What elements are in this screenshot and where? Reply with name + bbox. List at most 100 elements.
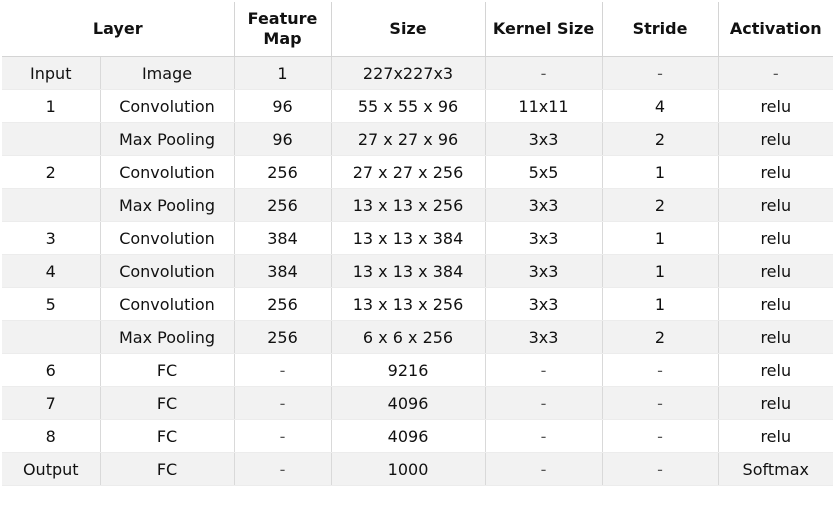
cell-kernel-size: 3x3: [484, 254, 603, 288]
cell-size: 6 x 6 x 256: [330, 320, 486, 354]
header-kernel-size-label: Kernel Size: [492, 19, 595, 38]
cell-layer-number: Input: [2, 56, 101, 90]
cell-stride: 2: [601, 122, 719, 156]
cell-layer-type: Convolution: [99, 254, 235, 288]
cell-layer-number: 8: [2, 419, 101, 453]
table-row: 2 Convolution 256 27 x 27 x 256 5x5 1 relu: [2, 155, 834, 189]
cell-stride: -: [601, 419, 719, 453]
cell-layer-type: Max Pooling: [99, 122, 235, 156]
cell-layer-number: [2, 188, 101, 222]
cell-feature-map: 256: [233, 287, 332, 321]
cell-feature-map: -: [233, 386, 332, 420]
cell-activation: relu: [717, 353, 834, 387]
cell-layer-type: FC: [99, 353, 235, 387]
cell-layer-type: FC: [99, 452, 235, 486]
cell-activation: -: [717, 56, 834, 90]
cell-feature-map: 384: [233, 221, 332, 255]
cell-feature-map: -: [233, 419, 332, 453]
cell-feature-map: 96: [233, 122, 332, 156]
header-feature-map-line1: Feature: [247, 9, 318, 28]
cell-activation: relu: [717, 254, 834, 288]
header-activation: Activation: [717, 2, 834, 57]
cell-size: 13 x 13 x 256: [330, 287, 486, 321]
table-body: Input Image 1 227x227x3- - -1 Convolution 96 55 …: [2, 56, 834, 486]
table-row: 7 FC -4096- - relu: [2, 386, 834, 420]
header-layer-label: Layer: [92, 19, 143, 38]
cell-stride: -: [601, 452, 719, 486]
cell-feature-map: 256: [233, 320, 332, 354]
cell-layer-type: Convolution: [99, 89, 235, 123]
cell-stride: -: [601, 386, 719, 420]
cell-size: 27 x 27 x 96: [330, 122, 486, 156]
table-row: Max Pooling 96 27 x 27 x 96 3x3 2 relu: [2, 122, 834, 156]
cell-size: 4096: [330, 419, 486, 453]
cell-feature-map: 256: [233, 188, 332, 222]
cell-activation: relu: [717, 122, 834, 156]
header-size: Size: [330, 2, 486, 57]
cell-stride: 2: [601, 320, 719, 354]
cell-kernel-size: 3x3: [484, 320, 603, 354]
cell-layer-number: 5: [2, 287, 101, 321]
cell-size: 227x227x3: [330, 56, 486, 90]
header-layer: Layer: [2, 2, 235, 57]
cell-kernel-size: 3x3: [484, 221, 603, 255]
header-stride: Stride: [601, 2, 719, 57]
cell-size: 4096: [330, 386, 486, 420]
cell-kernel-size: -: [484, 419, 603, 453]
table-row: Max Pooling 256 13 x 13 x 256 3x3 2 relu: [2, 188, 834, 222]
table-row: 4 Convolution 384 13 x 13 x 384 3x3 1 relu: [2, 254, 834, 288]
cell-activation: relu: [717, 188, 834, 222]
table-row: Max Pooling 256 6 x 6 x 256 3x3 2 relu: [2, 320, 834, 354]
cell-layer-type: FC: [99, 419, 235, 453]
cell-layer-number: 1: [2, 89, 101, 123]
cell-feature-map: 256: [233, 155, 332, 189]
header-kernel-size: Kernel Size: [484, 2, 603, 57]
header-feature-map: Feature Map: [233, 2, 332, 57]
cell-layer-number: 6: [2, 353, 101, 387]
cell-layer-type: Max Pooling: [99, 320, 235, 354]
cell-feature-map: 96: [233, 89, 332, 123]
cell-kernel-size: -: [484, 386, 603, 420]
cell-stride: 1: [601, 221, 719, 255]
header-row: Layer Feature Map Size Kernel Size Strid…: [2, 2, 834, 57]
cell-kernel-size: 3x3: [484, 188, 603, 222]
cell-layer-number: Output: [2, 452, 101, 486]
cell-layer-type: Image: [99, 56, 235, 90]
cell-size: 13 x 13 x 384: [330, 254, 486, 288]
cell-activation: relu: [717, 386, 834, 420]
header-stride-label: Stride: [632, 19, 688, 38]
table-header: Layer Feature Map Size Kernel Size Strid…: [2, 2, 834, 57]
cell-feature-map: -: [233, 452, 332, 486]
cell-layer-number: [2, 122, 101, 156]
cell-size: 13 x 13 x 384: [330, 221, 486, 255]
cell-layer-number: 3: [2, 221, 101, 255]
cell-kernel-size: -: [484, 452, 603, 486]
cell-kernel-size: 5x5: [484, 155, 603, 189]
cell-layer-type: Convolution: [99, 155, 235, 189]
cell-layer-type: FC: [99, 386, 235, 420]
cell-layer-type: Max Pooling: [99, 188, 235, 222]
cell-activation: relu: [717, 155, 834, 189]
cell-layer-type: Convolution: [99, 221, 235, 255]
cell-activation: relu: [717, 221, 834, 255]
cell-layer-type: Convolution: [99, 287, 235, 321]
cell-stride: 1: [601, 155, 719, 189]
cell-size: 9216: [330, 353, 486, 387]
cell-kernel-size: 3x3: [484, 122, 603, 156]
cell-activation: relu: [717, 320, 834, 354]
cell-kernel-size: 11x11: [484, 89, 603, 123]
cell-size: 1000: [330, 452, 486, 486]
header-feature-map-line2: Map: [263, 29, 302, 48]
cell-stride: 1: [601, 287, 719, 321]
header-size-label: Size: [389, 19, 427, 38]
cell-stride: 2: [601, 188, 719, 222]
cell-layer-number: 7: [2, 386, 101, 420]
header-activation-label: Activation: [729, 19, 822, 38]
cell-activation: Softmax: [717, 452, 834, 486]
cell-layer-number: 2: [2, 155, 101, 189]
cell-activation: relu: [717, 89, 834, 123]
cell-feature-map: -: [233, 353, 332, 387]
cell-stride: -: [601, 56, 719, 90]
cell-stride: 4: [601, 89, 719, 123]
